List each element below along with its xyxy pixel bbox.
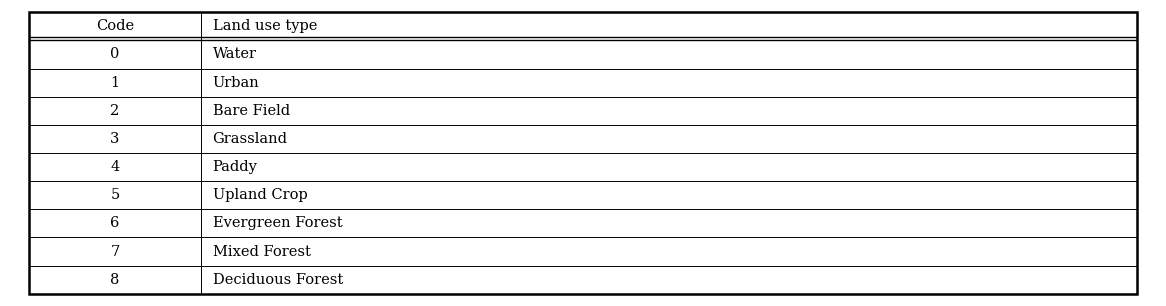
Text: Mixed Forest: Mixed Forest: [212, 244, 310, 259]
Text: 5: 5: [111, 188, 120, 202]
Text: Water: Water: [212, 47, 257, 62]
Text: 8: 8: [111, 273, 120, 287]
Text: Code: Code: [96, 19, 134, 33]
Text: Urban: Urban: [212, 76, 259, 90]
Text: Grassland: Grassland: [212, 132, 288, 146]
Text: 3: 3: [111, 132, 120, 146]
Text: Upland Crop: Upland Crop: [212, 188, 308, 202]
Text: Deciduous Forest: Deciduous Forest: [212, 273, 343, 287]
Text: 4: 4: [111, 160, 120, 174]
Text: 7: 7: [111, 244, 120, 259]
Text: Bare Field: Bare Field: [212, 104, 289, 118]
Text: Land use type: Land use type: [212, 19, 317, 33]
Text: 1: 1: [111, 76, 120, 90]
Text: 0: 0: [111, 47, 120, 62]
Text: 2: 2: [111, 104, 120, 118]
Text: Evergreen Forest: Evergreen Forest: [212, 216, 342, 230]
Text: 6: 6: [111, 216, 120, 230]
Text: Paddy: Paddy: [212, 160, 258, 174]
